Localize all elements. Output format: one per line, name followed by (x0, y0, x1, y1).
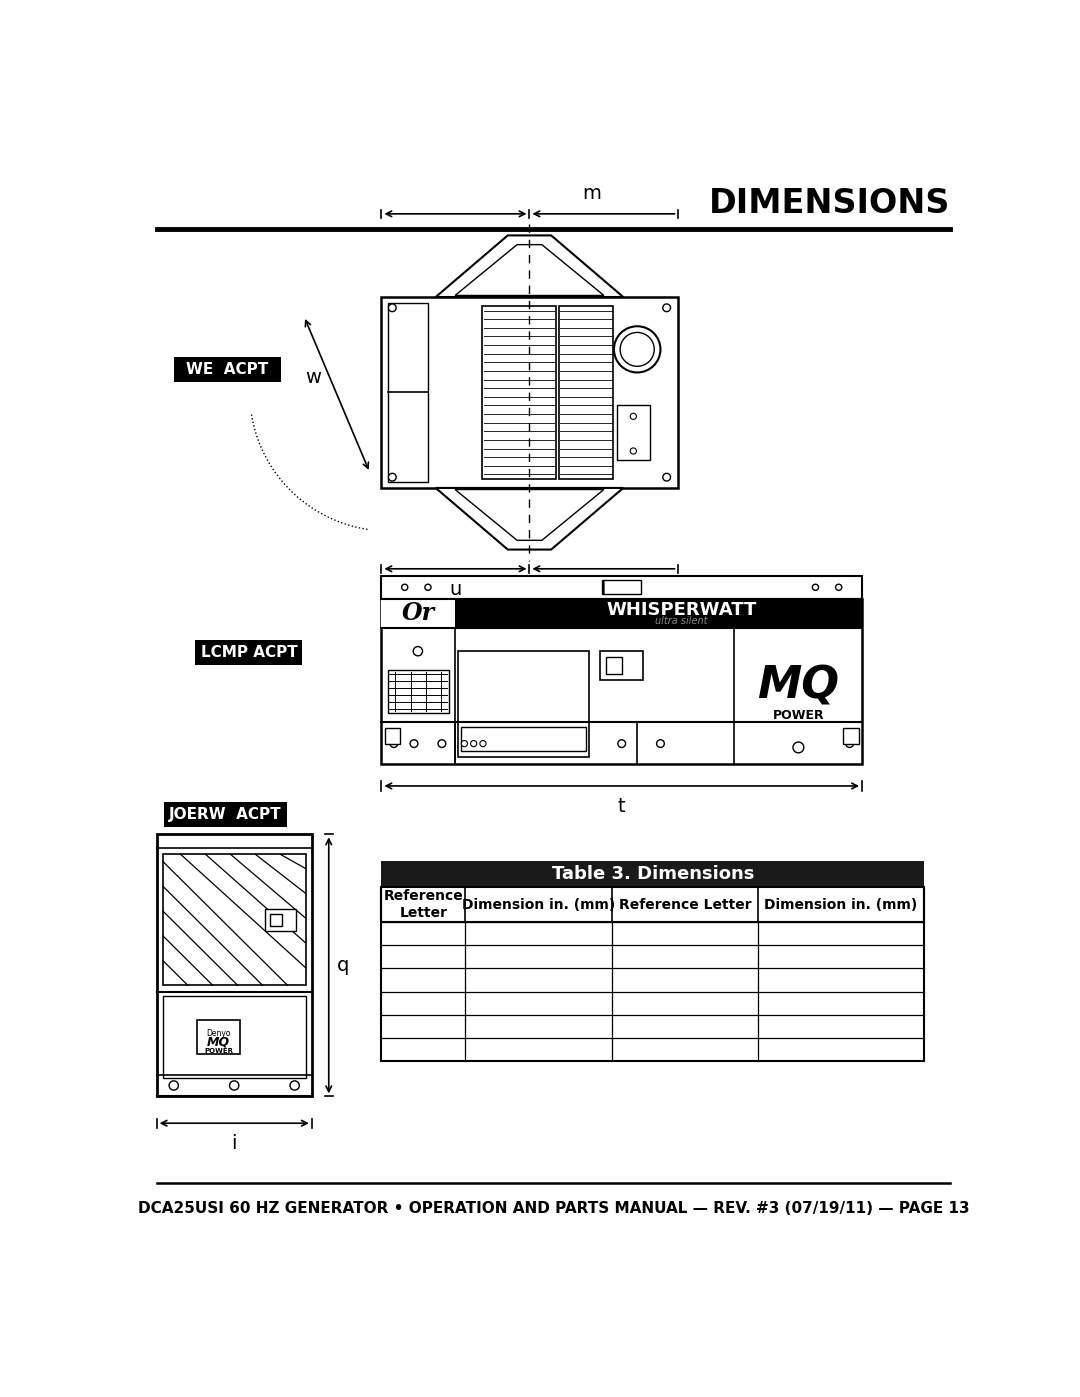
Circle shape (846, 740, 853, 747)
Polygon shape (455, 244, 604, 295)
Circle shape (389, 474, 396, 481)
Polygon shape (435, 488, 623, 549)
Bar (388, 303, 428, 482)
Circle shape (480, 740, 486, 746)
Text: WHISPERWATT: WHISPERWATT (606, 601, 757, 619)
Text: MQ: MQ (207, 1035, 230, 1049)
Bar (381, 599, 455, 629)
Text: w: w (306, 367, 321, 387)
Text: DCA25USI 60 HZ GENERATOR • OPERATION AND PARTS MANUAL — REV. #3 (07/19/11) — PAG: DCA25USI 60 HZ GENERATOR • OPERATION AND… (137, 1201, 970, 1215)
Bar (381, 599, 862, 764)
Text: JOERW  ACPT: JOERW ACPT (170, 807, 282, 821)
Bar (163, 996, 306, 1077)
Circle shape (836, 584, 841, 591)
Circle shape (424, 584, 431, 591)
Text: Reference Letter: Reference Letter (619, 897, 752, 911)
Bar (388, 671, 449, 712)
Circle shape (471, 740, 476, 746)
Polygon shape (455, 489, 604, 541)
Bar (600, 651, 643, 680)
Bar (482, 306, 556, 479)
Text: Dimension in. (mm): Dimension in. (mm) (765, 897, 918, 911)
Circle shape (631, 448, 636, 454)
Text: Dimension in. (mm): Dimension in. (mm) (462, 897, 615, 911)
Bar (384, 728, 400, 743)
Text: DIMENSIONS: DIMENSIONS (708, 187, 950, 219)
Circle shape (230, 1081, 239, 1090)
Text: Denyo: Denyo (206, 1028, 231, 1038)
Text: POWER: POWER (772, 708, 824, 722)
Circle shape (631, 414, 636, 419)
Circle shape (663, 305, 671, 312)
Circle shape (291, 1081, 299, 1090)
Circle shape (390, 740, 397, 747)
Bar (381, 576, 862, 599)
Bar (458, 651, 590, 757)
Circle shape (812, 584, 819, 591)
Text: Or: Or (402, 602, 434, 626)
Bar (381, 861, 924, 887)
Circle shape (410, 740, 418, 747)
Circle shape (389, 305, 396, 312)
Circle shape (402, 584, 408, 591)
Circle shape (793, 742, 804, 753)
Text: i: i (231, 1134, 237, 1153)
Bar (455, 599, 862, 629)
Circle shape (613, 327, 661, 373)
Text: ultra silent: ultra silent (656, 616, 707, 626)
Text: MQ: MQ (757, 665, 839, 707)
Circle shape (657, 740, 664, 747)
Text: t: t (618, 796, 625, 816)
Text: WE  ACPT: WE ACPT (186, 362, 268, 377)
Text: Table 3. Dimensions: Table 3. Dimensions (552, 865, 754, 883)
Bar (381, 298, 677, 488)
Bar (606, 658, 622, 675)
Bar (174, 358, 281, 381)
Polygon shape (435, 236, 623, 298)
Text: u: u (449, 580, 461, 598)
Bar (843, 728, 859, 743)
Circle shape (438, 740, 446, 747)
Text: LCMP ACPT: LCMP ACPT (201, 645, 297, 661)
Bar (157, 834, 312, 1097)
Bar (195, 640, 302, 665)
Circle shape (414, 647, 422, 655)
Bar (270, 914, 282, 926)
Bar (163, 855, 306, 985)
Text: POWER: POWER (204, 1048, 233, 1053)
Bar (197, 1020, 241, 1053)
Bar (559, 306, 613, 479)
Bar (381, 887, 924, 922)
Bar (617, 405, 649, 460)
Text: q: q (337, 956, 349, 975)
Bar (266, 909, 296, 930)
Bar (461, 728, 586, 750)
Text: l: l (600, 580, 606, 598)
Circle shape (170, 1081, 178, 1090)
Circle shape (461, 740, 468, 746)
Text: m: m (582, 184, 600, 203)
Bar (164, 802, 287, 827)
Circle shape (620, 332, 654, 366)
Circle shape (618, 740, 625, 747)
Text: Reference
Letter: Reference Letter (383, 890, 463, 919)
Bar (163, 855, 306, 985)
Bar (603, 580, 642, 594)
Circle shape (663, 474, 671, 481)
